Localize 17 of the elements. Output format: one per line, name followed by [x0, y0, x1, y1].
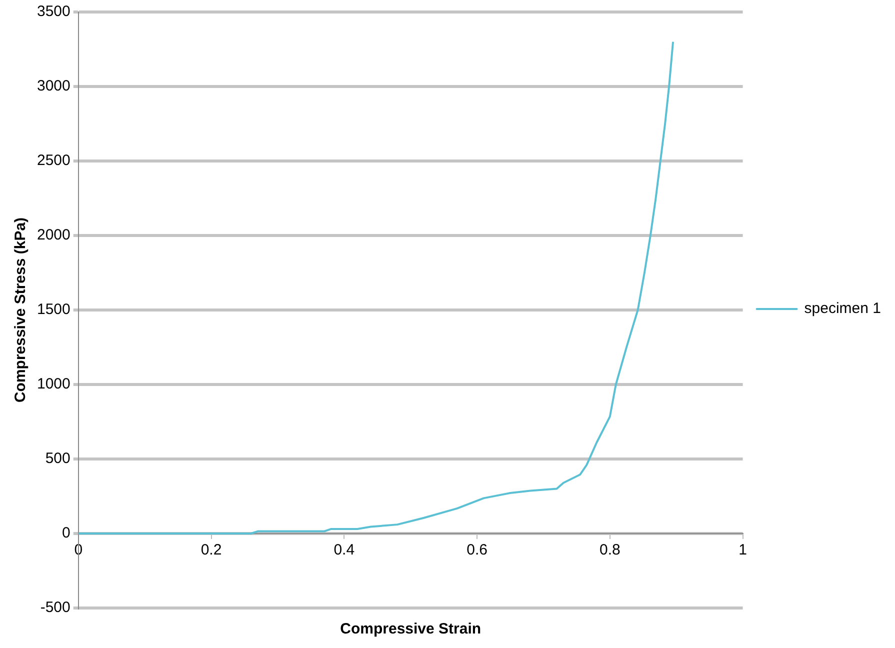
- y-tick-label: 1000: [36, 376, 70, 393]
- x-tick-label: 1: [738, 542, 747, 559]
- y-tick-label: 1500: [36, 301, 70, 318]
- x-tick-label: 0.8: [599, 542, 620, 559]
- y-tick-label: 0: [62, 524, 70, 542]
- y-axis-title: Compressive Stress (kPa): [12, 217, 30, 403]
- x-tick-label: 0.2: [200, 542, 222, 559]
- y-tick-label: 3500: [36, 3, 70, 20]
- y-tick-label: 3000: [36, 78, 70, 95]
- x-tick-label: 0.4: [334, 542, 355, 559]
- y-tick-label: 2000: [36, 226, 70, 244]
- y-tick-label: 500: [45, 450, 70, 468]
- x-axis-title: Compressive Strain: [340, 620, 482, 638]
- y-tick-label: 2500: [36, 152, 70, 170]
- x-tick-label: 0.6: [466, 542, 488, 559]
- legend-label: specimen 1: [804, 300, 882, 318]
- y-tick-label: -500: [40, 599, 70, 616]
